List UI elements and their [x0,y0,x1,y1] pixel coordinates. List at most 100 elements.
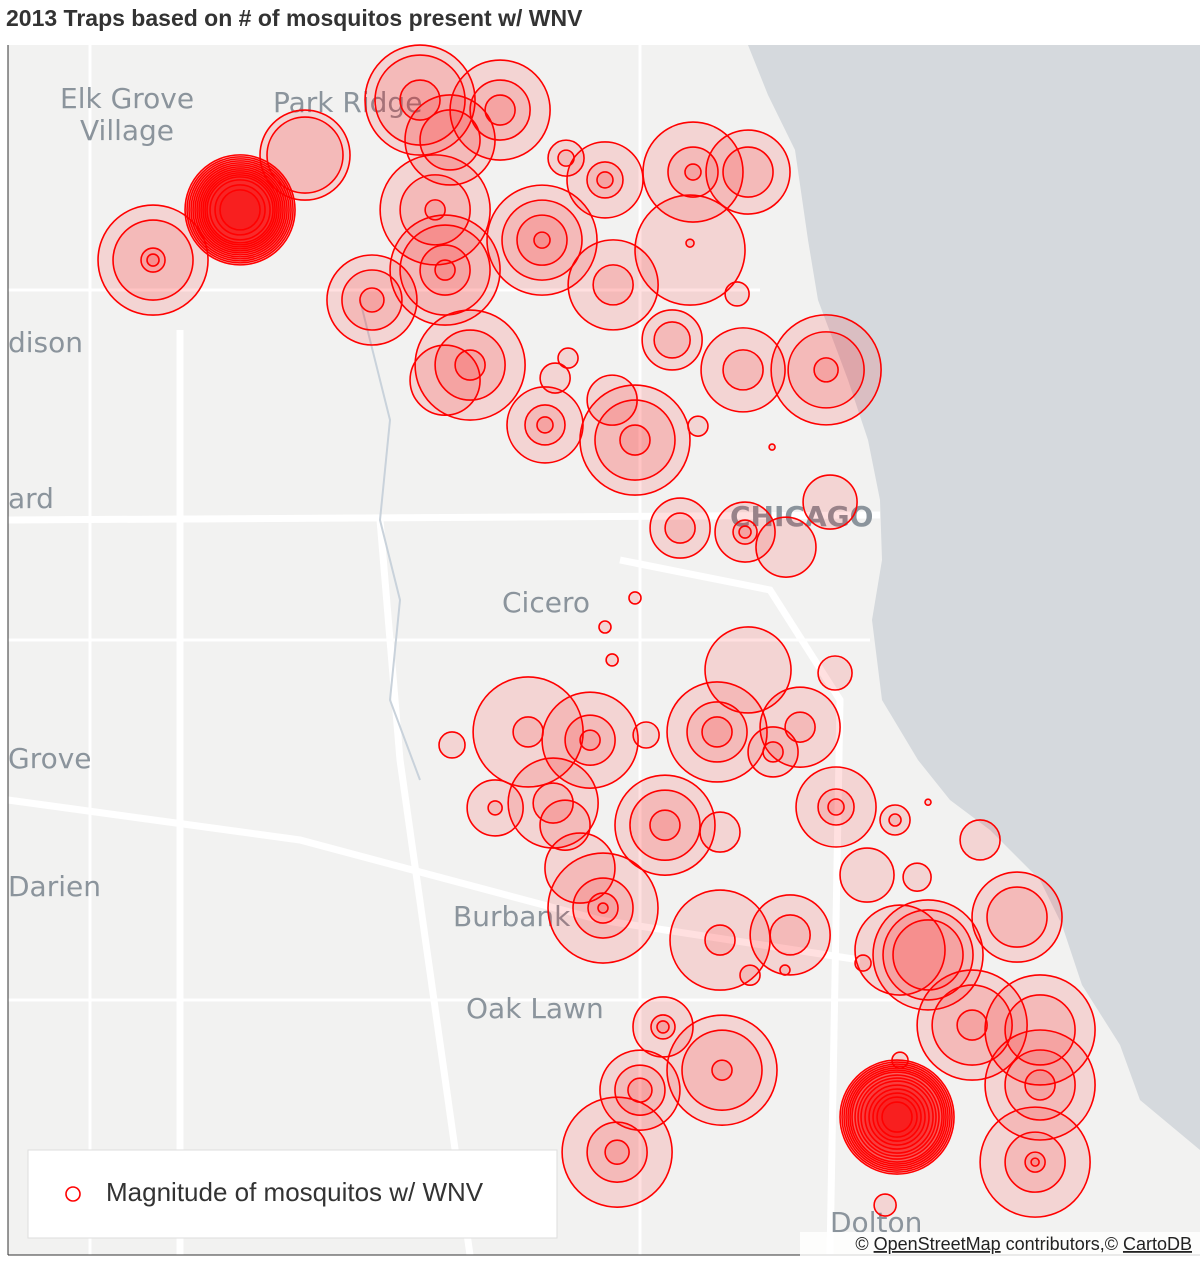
road [7,796,861,964]
bubble [827,798,845,816]
bubble [487,800,503,816]
bubble [596,171,614,189]
bubble [787,331,865,409]
bubble [971,871,1063,963]
bubble [817,788,855,826]
bubble [739,964,761,986]
bubble [1004,1131,1066,1193]
bubble [686,701,748,763]
bubble [1024,1151,1046,1173]
bubble [379,154,491,266]
legend-label: Magnitude of mosquitos w/ WNV [106,1177,484,1207]
bubble [876,1096,918,1138]
bubble [714,501,776,563]
bubble [469,79,531,141]
bubble [784,711,816,743]
bubble [704,924,736,956]
bubble [732,519,758,545]
bubble [364,44,476,156]
bubble [198,168,282,252]
bubble [872,1092,922,1142]
bubble [547,139,585,177]
bubble [632,721,660,749]
place-label: Cicero [502,586,590,619]
bubble [592,264,634,306]
attribution-link[interactable]: CartoDB [1123,1234,1192,1254]
place-label: Village [80,114,174,147]
chart-title: 2013 Traps based on # of mosquitos prese… [6,5,583,31]
bubble [779,964,791,976]
bubble [849,1069,945,1165]
bubble [762,741,784,763]
place-label: Park Ridge [273,86,422,119]
bubble [882,909,974,1001]
attribution: © OpenStreetMap contributors,© CartoDB [855,1234,1192,1254]
bubble [755,516,817,578]
bubble [891,1051,909,1069]
bubble [700,327,786,413]
bubble [892,919,964,991]
bubble [666,1014,778,1126]
bubble [629,789,701,861]
bubble [769,914,811,956]
bubble [587,892,619,924]
bubble [359,287,385,313]
bubble [200,170,280,250]
bubble [699,811,741,853]
bubble [681,1029,763,1111]
bubble [854,1074,940,1160]
place-label: dison [8,326,83,359]
bubble [860,1080,934,1154]
bubble [567,239,659,331]
bubble [916,969,1028,1081]
attribution-link[interactable]: OpenStreetMap [874,1234,1001,1254]
bubble [399,79,441,121]
bubble [434,329,506,401]
legend-symbol [65,1186,81,1202]
bubble [547,852,659,964]
bubble [259,109,351,201]
bubble [140,247,166,273]
bubble [759,686,841,768]
bubble [454,349,486,381]
bubble [533,231,551,249]
bubble [802,474,858,530]
bubble [839,1059,955,1175]
bubble [649,809,681,841]
place-label: ard [8,482,54,515]
bubble [194,164,286,256]
bubble [409,344,481,416]
bubble [642,121,744,223]
bubble [666,681,768,783]
attribution-text: contributors,© [1001,1234,1123,1254]
bubble [506,386,584,464]
bubble [685,238,695,248]
bubble [438,731,466,759]
river [359,299,421,781]
bubble [854,954,872,972]
bubble [572,877,634,939]
bubble [667,146,719,198]
bubble [979,1106,1091,1218]
bubble [770,314,882,426]
legend: Magnitude of mosquitos w/ WNV [27,1149,558,1239]
bubble [536,416,554,434]
place-label: Grove [8,742,92,775]
bubble [738,525,752,539]
bubble [634,194,746,306]
bubble [434,259,456,281]
bubble [419,244,471,296]
bubble [214,184,266,236]
bubble [795,766,877,848]
bubble [404,94,496,186]
bubble [628,591,642,605]
road [376,519,474,1256]
place-label: Elk Grove [60,82,194,115]
bubble [1024,1069,1056,1101]
bubble [959,819,1001,861]
lake-michigan [748,45,1200,1150]
bubble [586,161,624,199]
bubble [924,798,932,806]
bubble [881,1101,913,1133]
bubble [266,116,344,194]
